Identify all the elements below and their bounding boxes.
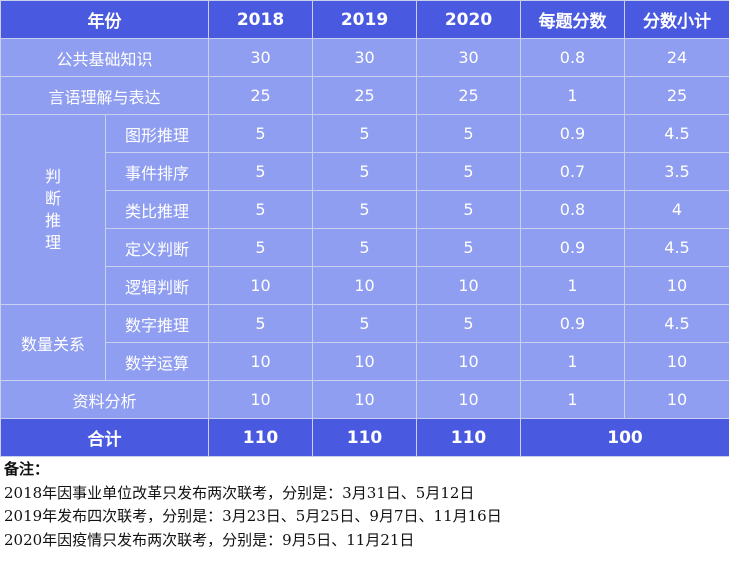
cell-subtotal: 4.5 xyxy=(624,114,729,153)
row-label: 公共基础知识 xyxy=(0,38,209,77)
header-per-question: 每题分数 xyxy=(520,0,625,39)
row-label: 言语理解与表达 xyxy=(0,76,209,115)
total-2019: 110 xyxy=(312,418,417,457)
cell-2019: 5 xyxy=(312,228,417,267)
cell-2019: 30 xyxy=(312,38,417,77)
cell-subtotal: 24 xyxy=(624,38,729,77)
cell-2018: 5 xyxy=(208,152,313,191)
header-subtotal: 分数小计 xyxy=(624,0,729,39)
cell-score: 1 xyxy=(520,76,625,115)
cell-score: 0.9 xyxy=(520,114,625,153)
note-line: 2020年因疫情只发布两次联考，分别是：9月5日、11月21日 xyxy=(4,530,415,549)
cell-2020: 5 xyxy=(416,228,521,267)
table-row: 事件排序 5 5 5 0.7 3.5 xyxy=(1,152,729,191)
total-2018: 110 xyxy=(208,418,313,457)
notes: 备注： 2018年因事业单位改革只发布两次联考，分别是：3月31日、5月12日 … xyxy=(4,458,724,552)
notes-title: 备注： xyxy=(4,460,50,478)
score-table: 年份 2018 2019 2020 每题分数 分数小计 公共基础知识 30 30… xyxy=(0,0,729,457)
table-row: 公共基础知识 30 30 30 0.8 24 xyxy=(0,38,729,77)
cell-2020: 10 xyxy=(416,266,521,305)
total-label: 合计 xyxy=(0,418,209,457)
category-shuliang: 数量关系 xyxy=(0,304,106,381)
sub-label: 定义判断 xyxy=(105,228,209,267)
cell-2019: 10 xyxy=(312,380,417,419)
cell-2020: 10 xyxy=(416,380,521,419)
table-row: 逻辑判断 10 10 10 1 10 xyxy=(1,266,729,305)
cell-2020: 5 xyxy=(416,190,521,229)
cell-2019: 5 xyxy=(312,190,417,229)
cell-subtotal: 25 xyxy=(624,76,729,115)
cell-2019: 5 xyxy=(312,152,417,191)
sub-label: 逻辑判断 xyxy=(105,266,209,305)
cell-score: 1 xyxy=(520,342,625,381)
table-row: 定义判断 5 5 5 0.9 4.5 xyxy=(1,228,729,267)
cell-2018: 25 xyxy=(208,76,313,115)
cell-2020: 10 xyxy=(416,342,521,381)
cell-subtotal: 3.5 xyxy=(624,152,729,191)
cell-2018: 10 xyxy=(208,380,313,419)
cell-2020: 5 xyxy=(416,304,521,343)
sub-label: 数学运算 xyxy=(105,342,209,381)
cell-score: 0.8 xyxy=(520,38,625,77)
cell-2019: 25 xyxy=(312,76,417,115)
table-row: 数学运算 10 10 10 1 10 xyxy=(1,342,729,381)
row-label: 资料分析 xyxy=(0,380,209,419)
cell-subtotal: 4.5 xyxy=(624,304,729,343)
table-row: 言语理解与表达 25 25 25 1 25 xyxy=(0,76,729,115)
cell-score: 0.9 xyxy=(520,304,625,343)
table-row: 数量关系 数字推理 5 5 5 0.9 4.5 xyxy=(0,304,729,381)
header-row: 年份 2018 2019 2020 每题分数 分数小计 xyxy=(0,0,729,39)
cell-score: 0.8 xyxy=(520,190,625,229)
cell-score: 0.7 xyxy=(520,152,625,191)
header-year: 年份 xyxy=(0,0,209,39)
cell-score: 1 xyxy=(520,380,625,419)
cell-2018: 5 xyxy=(208,228,313,267)
category-panduan: 判 断 推 理 xyxy=(0,114,106,305)
cell-2018: 30 xyxy=(208,38,313,77)
header-2020: 2020 xyxy=(416,0,521,39)
sub-label: 图形推理 xyxy=(105,114,209,153)
total-row: 合计 110 110 110 100 xyxy=(0,418,729,457)
note-line: 2018年因事业单位改革只发布两次联考，分别是：3月31日、5月12日 xyxy=(4,483,475,502)
cell-2019: 10 xyxy=(312,266,417,305)
cell-score: 0.9 xyxy=(520,228,625,267)
sub-label: 数字推理 xyxy=(105,304,209,343)
total-sum: 100 xyxy=(520,418,729,457)
cell-2018: 10 xyxy=(208,266,313,305)
cell-2018: 5 xyxy=(208,190,313,229)
cell-subtotal: 4.5 xyxy=(624,228,729,267)
cell-2020: 5 xyxy=(416,152,521,191)
sub-label: 类比推理 xyxy=(105,190,209,229)
table-row: 类比推理 5 5 5 0.8 4 xyxy=(1,190,729,229)
table-row: 判 断 推 理 图形推理 5 5 5 0.9 4.5 xyxy=(0,114,729,305)
cell-2020: 5 xyxy=(416,114,521,153)
cell-subtotal: 10 xyxy=(624,342,729,381)
cell-2018: 5 xyxy=(208,304,313,343)
cell-2019: 10 xyxy=(312,342,417,381)
header-2019: 2019 xyxy=(312,0,417,39)
cell-subtotal: 4 xyxy=(624,190,729,229)
cell-2019: 5 xyxy=(312,114,417,153)
cell-2020: 30 xyxy=(416,38,521,77)
cell-subtotal: 10 xyxy=(624,380,729,419)
cell-2018: 10 xyxy=(208,342,313,381)
header-2018: 2018 xyxy=(208,0,313,39)
cell-2018: 5 xyxy=(208,114,313,153)
cell-subtotal: 10 xyxy=(624,266,729,305)
table-row: 资料分析 10 10 10 1 10 xyxy=(0,380,729,419)
total-2020: 110 xyxy=(416,418,521,457)
note-line: 2019年发布四次联考，分别是：3月23日、5月25日、9月7日、11月16日 xyxy=(4,507,502,525)
cell-2020: 25 xyxy=(416,76,521,115)
sub-label: 事件排序 xyxy=(105,152,209,191)
cell-2019: 5 xyxy=(312,304,417,343)
cell-score: 1 xyxy=(520,266,625,305)
